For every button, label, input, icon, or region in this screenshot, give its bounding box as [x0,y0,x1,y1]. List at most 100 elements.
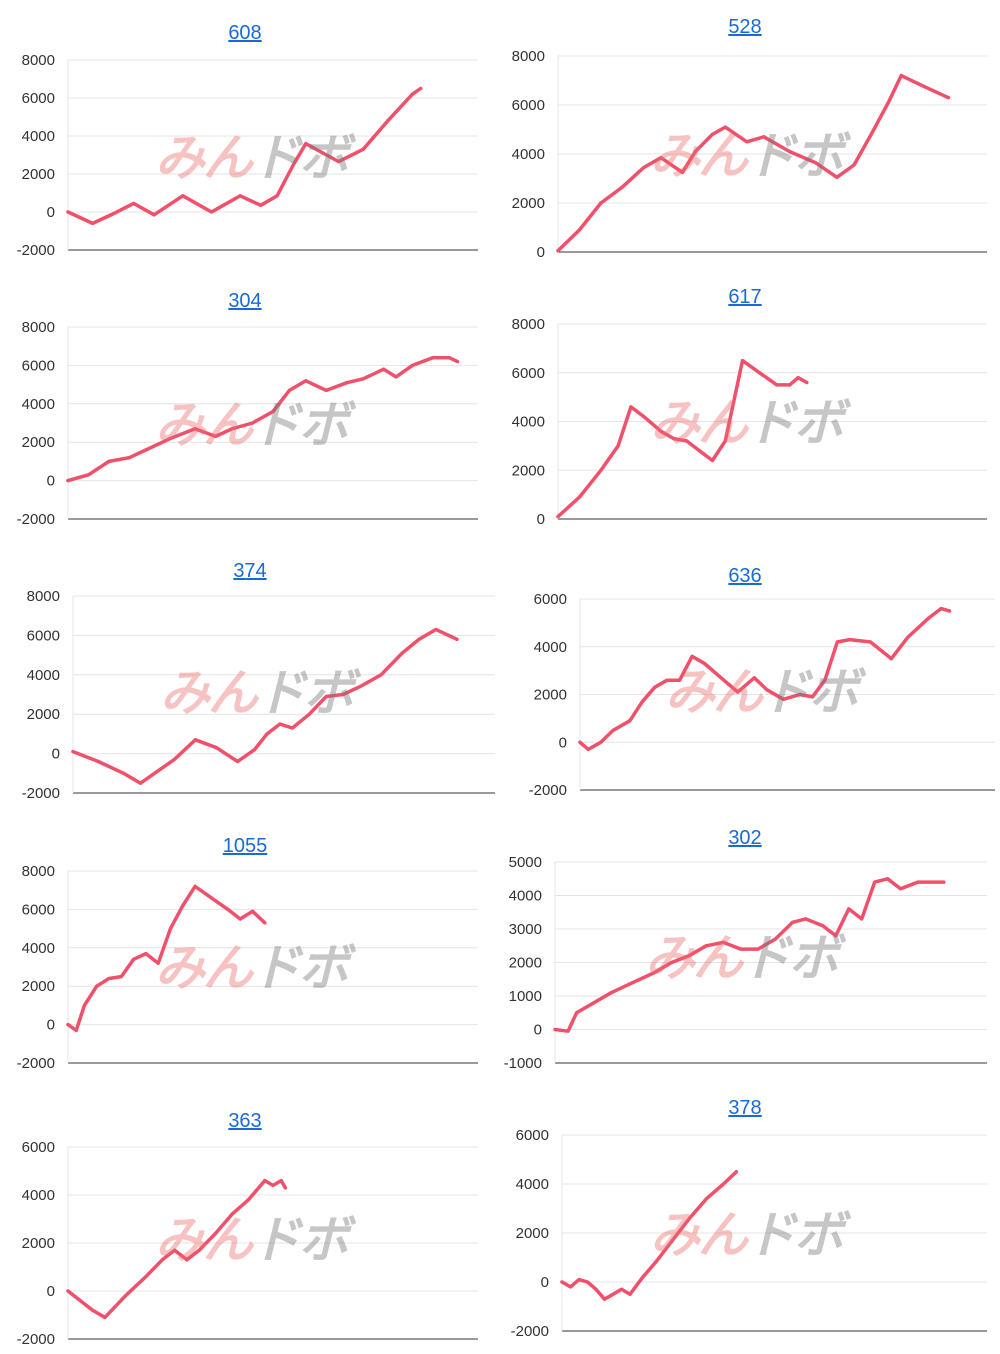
data-point [341,692,345,697]
data-point [762,135,766,139]
data-point [568,1285,573,1289]
data-point [616,444,620,448]
y-tick-label: 6000 [22,90,55,107]
chart-title-link[interactable]: 1055 [222,835,268,857]
data-point [263,921,267,925]
y-tick-label: 0 [541,1274,549,1291]
data-point [628,719,632,723]
data-point [687,954,691,958]
y-tick-label: 0 [47,1283,55,1300]
data-point [185,1258,189,1262]
data-point [927,616,931,620]
chart-title-link[interactable]: 617 [728,286,762,308]
data-point [788,149,792,154]
data-point [197,1248,201,1252]
data-point [209,210,214,214]
data-point [250,421,255,425]
chart-title-link[interactable]: 528 [728,16,762,38]
y-tick-label: 5000 [509,854,542,871]
data-point [283,1186,287,1190]
series-line [578,606,952,752]
data-point [653,1260,658,1264]
data-point [721,940,726,944]
y-tick-label: 8000 [512,316,545,333]
data-point [586,747,590,752]
data-point [156,961,160,965]
chart-title-link[interactable]: 378 [728,1097,762,1119]
data-point [271,1183,275,1187]
y-tick-label: 8000 [22,52,55,69]
data-point [765,688,769,692]
data-point [214,1231,218,1235]
line-chart: 0 2000 4000 6000 8000 [512,316,987,528]
y-tick-label: 0 [47,1017,55,1034]
data-point [358,685,362,689]
y-tick-label: 4000 [22,128,55,145]
chart-title-link[interactable]: 363 [228,1110,262,1132]
data-point [719,676,723,680]
chart-title-link[interactable]: 304 [228,290,262,312]
data-point [417,637,421,641]
y-tick-label: 0 [52,746,60,763]
data-point [810,695,814,699]
chart-title-link[interactable]: 374 [233,560,267,582]
data-point [193,738,197,742]
y-tick-label: 6000 [512,97,545,114]
chart-title-link[interactable]: 302 [728,827,762,849]
data-point [193,884,197,888]
y-tick-label: 4000 [22,1187,55,1204]
data-point [127,455,132,460]
line-chart: 0 2000 4000 6000 8000 [512,48,987,261]
y-tick-label: -2000 [17,1331,55,1348]
series-line [556,358,809,519]
data-point [168,927,173,931]
data-point [873,880,877,884]
y-tick-label: 8000 [27,588,60,605]
y-tick-label: -1000 [504,1055,542,1072]
data-point [96,759,100,764]
chart-title-link[interactable]: 636 [728,565,762,587]
data-point [400,651,404,655]
data-point [155,769,159,773]
data-point [138,781,143,785]
y-tick-label: 8000 [512,48,545,65]
data-point [642,165,646,170]
data-point [756,947,760,951]
data-point [678,678,682,682]
data-point [287,388,291,392]
data-point [577,495,582,499]
y-tick-label: 6000 [22,1139,55,1156]
chart-title-link[interactable]: 608 [228,22,262,44]
data-point [181,194,185,198]
chart-panel: 617 0 2000 4000 6000 8000 みんドボ [490,270,1000,540]
data-point [702,661,707,666]
data-point [680,170,685,174]
data-point [278,722,282,726]
data-point [906,635,910,639]
data-point [723,125,727,129]
data-point [290,726,295,730]
data-point [66,1023,70,1027]
data-point [947,609,951,613]
data-point [66,210,70,214]
data-point [835,640,839,644]
data-point [847,907,851,911]
data-point [942,880,946,884]
y-tick-label: 4000 [22,396,55,413]
y-tick-label: -2000 [511,1323,549,1340]
line-chart: -2000 0 2000 4000 6000 [17,1139,478,1348]
data-point [925,86,929,90]
data-point [275,194,279,198]
data-point [868,640,873,644]
line-chart: -2000 0 2000 4000 6000 [511,1127,987,1340]
data-point [193,427,197,431]
data-point [740,358,745,363]
data-point [263,1179,267,1183]
data-point [609,991,613,995]
y-tick-label: 0 [559,734,567,751]
data-point [152,213,156,217]
data-point [739,947,743,951]
data-point [723,439,727,443]
data-point [690,654,694,658]
data-point [556,249,560,253]
